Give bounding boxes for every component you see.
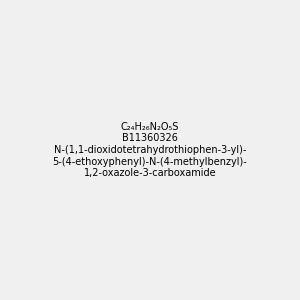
Text: C₂₄H₂₆N₂O₅S
B11360326
N-(1,1-dioxidotetrahydrothiophen-3-yl)-
5-(4-ethoxyphenyl): C₂₄H₂₆N₂O₅S B11360326 N-(1,1-dioxidotetr… bbox=[52, 122, 247, 178]
